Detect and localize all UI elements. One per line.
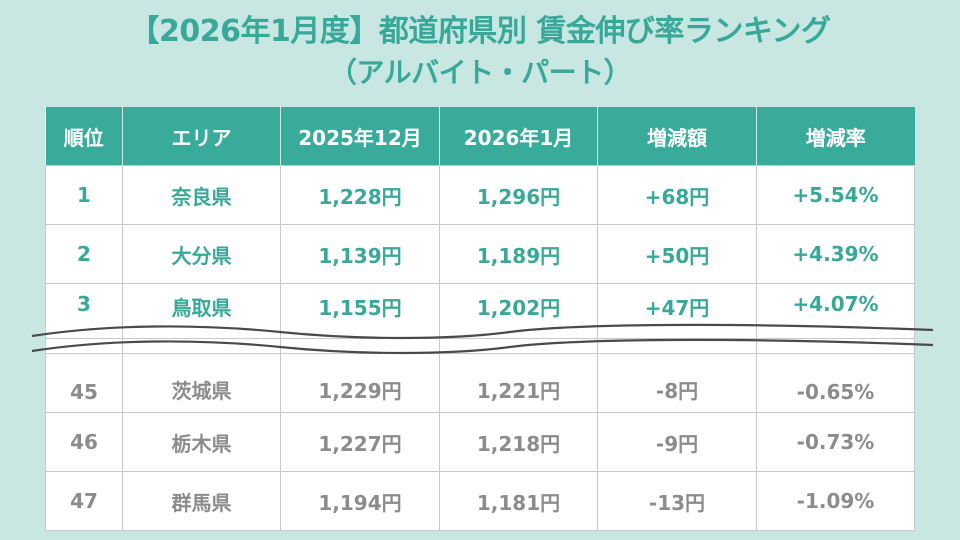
cell-rank: 1 — [45, 165, 123, 225]
cell-dec2025: 1,229円 — [280, 353, 440, 413]
cell-area: 奈良県 — [122, 165, 281, 225]
cell-rank: 3 — [45, 283, 123, 339]
page-title: 【2026年1月度】都道府県別 賃金伸び率ランキング — [129, 14, 831, 49]
header-rank: 順位 — [45, 107, 123, 166]
cell-rate: -1.09% — [756, 471, 915, 531]
gap-cell — [122, 338, 281, 354]
cell-rate: +5.54% — [756, 165, 915, 225]
header-dec2025: 2025年12月 — [280, 107, 440, 166]
cell-dec2025: 1,227円 — [280, 412, 440, 472]
cell-diff: -13円 — [597, 471, 757, 531]
cell-jan2026: 1,202円 — [439, 283, 598, 339]
table-row-bottom: 46 栃木県 1,227円 1,218円 -9円 -0.73% — [45, 412, 915, 472]
cell-rank: 45 — [45, 353, 123, 413]
table-row-bottom: 47 群馬県 1,194円 1,181円 -13円 -1.09% — [45, 471, 915, 531]
header-diff: 増減額 — [597, 107, 757, 166]
header-rate: 増減率 — [756, 107, 915, 166]
table-row-top: 2 大分県 1,139円 1,189円 +50円 +4.39% — [45, 224, 915, 284]
header-jan2026: 2026年1月 — [439, 107, 598, 166]
cell-jan2026: 1,181円 — [439, 471, 598, 531]
cell-diff: +68円 — [597, 165, 757, 225]
cell-rate: -0.65% — [756, 353, 915, 413]
cell-diff: +47円 — [597, 283, 757, 339]
table-gap-row — [45, 338, 915, 354]
table-row-top: 1 奈良県 1,228円 1,296円 +68円 +5.54% — [45, 165, 915, 225]
cell-area: 大分県 — [122, 224, 281, 284]
cell-jan2026: 1,218円 — [439, 412, 598, 472]
cell-dec2025: 1,194円 — [280, 471, 440, 531]
cell-jan2026: 1,189円 — [439, 224, 598, 284]
cell-rate: +4.07% — [756, 283, 915, 339]
cell-dec2025: 1,139円 — [280, 224, 440, 284]
ranking-table-container: 順位 エリア 2025年12月 2026年1月 増減額 増減率 1 奈良県 1,… — [45, 107, 915, 531]
cell-diff: +50円 — [597, 224, 757, 284]
cell-rank: 46 — [45, 412, 123, 472]
cell-rank: 47 — [45, 471, 123, 531]
page-subtitle: （アルバイト・パート） — [328, 56, 632, 89]
cell-rate: -0.73% — [756, 412, 915, 472]
cell-area: 群馬県 — [122, 471, 281, 531]
table-header-row: 順位 エリア 2025年12月 2026年1月 増減額 増減率 — [45, 107, 915, 166]
ranking-table: 順位 エリア 2025年12月 2026年1月 増減額 増減率 1 奈良県 1,… — [45, 107, 915, 531]
header-area: エリア — [122, 107, 281, 166]
cell-dec2025: 1,155円 — [280, 283, 440, 339]
cell-rate: +4.39% — [756, 224, 915, 284]
gap-cell — [756, 338, 915, 354]
cell-diff: -8円 — [597, 353, 757, 413]
cell-jan2026: 1,221円 — [439, 353, 598, 413]
gap-cell — [45, 338, 123, 354]
gap-cell — [597, 338, 757, 354]
cell-area: 栃木県 — [122, 412, 281, 472]
cell-area: 鳥取県 — [122, 283, 281, 339]
cell-dec2025: 1,228円 — [280, 165, 440, 225]
cell-jan2026: 1,296円 — [439, 165, 598, 225]
gap-cell — [280, 338, 440, 354]
table-row-top: 3 鳥取県 1,155円 1,202円 +47円 +4.07% — [45, 283, 915, 339]
gap-cell — [439, 338, 598, 354]
cell-area: 茨城県 — [122, 353, 281, 413]
cell-rank: 2 — [45, 224, 123, 284]
cell-diff: -9円 — [597, 412, 757, 472]
table-row-bottom: 45 茨城県 1,229円 1,221円 -8円 -0.65% — [45, 353, 915, 413]
